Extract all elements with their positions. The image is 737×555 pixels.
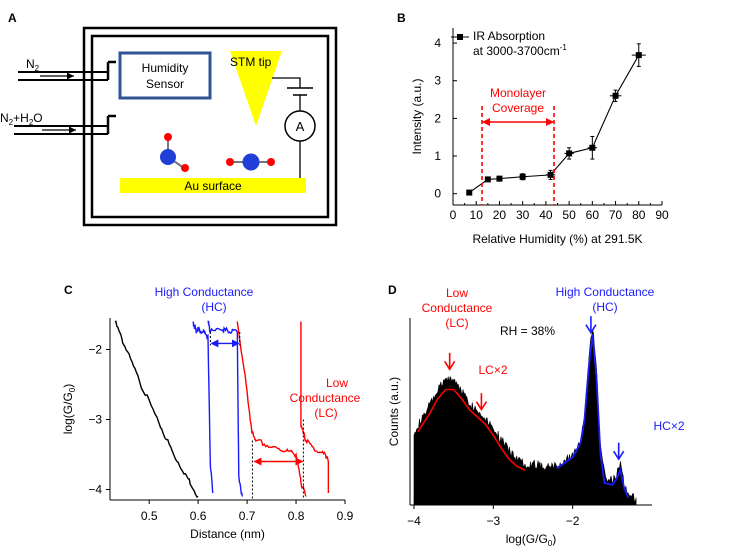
b-x-tick-label: 70 [609, 208, 623, 222]
d-lc-arrow-head [443, 360, 456, 371]
d-hc-arrow-head [585, 324, 597, 335]
b-x-tick-label: 30 [516, 208, 530, 222]
panel-a-letter: A [8, 11, 17, 25]
b-y-tick-label: 1 [434, 149, 441, 163]
humidity-sensor-box [118, 51, 212, 100]
inlet-mix-label: N2+H2O [0, 111, 43, 127]
d-lc-label-line3: (LC) [445, 316, 468, 330]
lc-label-line2: Conductance [290, 391, 361, 405]
panel-d-letter: D [388, 283, 397, 297]
d-hc2-arrow-head [612, 450, 625, 461]
stm-tip-label: STM tip [230, 55, 272, 69]
d-x-tick-label: −2 [566, 514, 580, 528]
sensor-label-line2: Sensor [146, 77, 184, 91]
b-y-tick-label: 3 [434, 74, 441, 88]
d-hc-label-line1: High Conductance [556, 285, 655, 299]
ammeter-icon [284, 110, 316, 142]
c-y-tick-label: −2 [88, 343, 102, 357]
c-x-tick-label: 0.7 [239, 509, 256, 523]
panel-c: C 0.5 0.6 0.7 0.8 0.9 −2 −3 −4 Distance (nm) l… [61, 283, 361, 541]
c-trace [207, 320, 243, 497]
d-lc2-label: LC×2 [478, 363, 507, 377]
water-molecule-upright [160, 133, 189, 172]
panel-b: B 0 10 20 30 40 50 60 70 80 90 0 1 2 3 4 Relative Hum… [397, 11, 669, 246]
panel-c-letter: C [64, 283, 73, 297]
b-y-tick-label: 2 [434, 111, 441, 125]
b-x-tick-label: 10 [470, 208, 484, 222]
b-y-tick-label: 0 [434, 187, 441, 201]
c-x-tick-label: 0.9 [337, 509, 354, 523]
b-x-tick-label: 20 [493, 208, 507, 222]
panel-c-y-label: log(G/G0) [61, 384, 77, 434]
stm-tip [230, 51, 282, 126]
b-data-point [635, 52, 642, 59]
c-trace [114, 320, 199, 498]
hc-label-line1: High Conductance [155, 285, 254, 299]
b-data-point [589, 144, 596, 151]
b-x-tick-label: 0 [450, 208, 457, 222]
panel-d-y-label: Counts (a.u.) [387, 377, 401, 446]
panel-b-x-label: Relative Humidity (%) at 291.5K [472, 232, 642, 246]
b-data-point [484, 176, 491, 183]
c-trace [300, 321, 330, 493]
d-lc-fit [417, 388, 526, 471]
panel-d-plot: −4 −3 −2 [407, 316, 652, 528]
panel-b-y-label: Intensity (a.u.) [410, 78, 424, 154]
b-x-tick-label: 80 [632, 208, 646, 222]
b-data-point [519, 173, 526, 180]
b-x-tick-label: 60 [586, 208, 600, 222]
monolayer-label-line1: Monolayer [490, 86, 546, 100]
water-molecule-flat [226, 153, 275, 171]
lc-label-line3: (LC) [314, 406, 337, 420]
c-y-tick-label: −4 [88, 483, 102, 497]
c-x-tick-label: 0.8 [288, 509, 305, 523]
panel-d: D −4 −3 −2 log(G/G0) Counts (a.u.) Low Con… [387, 283, 685, 548]
b-data-point [566, 150, 573, 157]
d-lc-label-line2: Conductance [422, 301, 493, 315]
b-data-point [496, 175, 503, 182]
hc-label-line2: (HC) [201, 300, 226, 314]
panel-c-x-label: Distance (nm) [190, 527, 265, 541]
panel-b-letter: B [397, 11, 406, 25]
d-lc-label-line1: Low [446, 286, 468, 300]
sensor-label-line1: Humidity [142, 61, 189, 75]
b-data-point [466, 189, 473, 196]
legend-line1: IR Absorption [473, 29, 545, 43]
d-lc2-arrow-head [475, 401, 488, 412]
d-hc2-label: HC×2 [653, 419, 684, 433]
panel-c-plot: 0.5 0.6 0.7 0.8 0.9 −2 −3 −4 [88, 318, 354, 523]
b-data-point [612, 92, 619, 99]
b-x-tick-label: 50 [562, 208, 576, 222]
panel-b-legend: IR Absorption at 3000-3700cm-1 [451, 29, 567, 58]
panel-b-plot: 0 10 20 30 40 50 60 70 80 90 0 1 2 3 4 [434, 28, 669, 222]
d-x-tick-label: −4 [407, 514, 421, 528]
ammeter-symbol: A [296, 119, 305, 134]
c-trace [192, 321, 214, 494]
d-histogram [413, 329, 637, 506]
c-y-tick-label: −3 [88, 413, 102, 427]
rh-label: RH = 38% [500, 324, 555, 338]
lc-label-line1: Low [326, 376, 348, 390]
panel-d-x-label: log(G/G0) [506, 532, 556, 548]
inlet-n2 [18, 60, 116, 81]
au-surface-label: Au surface [184, 179, 242, 193]
c-trace [236, 321, 307, 497]
b-x-tick-label: 40 [539, 208, 553, 222]
b-data-point [547, 171, 554, 178]
inlet-n2-h2o [14, 114, 116, 135]
d-hc-fit [556, 334, 630, 499]
d-hc-label-line2: (HC) [592, 300, 617, 314]
d-x-tick-label: −3 [486, 514, 500, 528]
legend-line2: at 3000-3700cm-1 [473, 43, 567, 58]
measurement-circuit [272, 77, 313, 179]
c-x-tick-label: 0.5 [141, 509, 158, 523]
inlet-n2-label: N2 [26, 57, 40, 73]
c-x-tick-label: 0.6 [190, 509, 207, 523]
b-x-tick-label: 90 [655, 208, 669, 222]
panel-a: A N2 N2+H2O Humidity Sensor STM tip [0, 11, 338, 227]
b-y-tick-label: 4 [434, 36, 441, 50]
monolayer-label-line2: Coverage [492, 101, 544, 115]
au-surface [120, 178, 306, 193]
